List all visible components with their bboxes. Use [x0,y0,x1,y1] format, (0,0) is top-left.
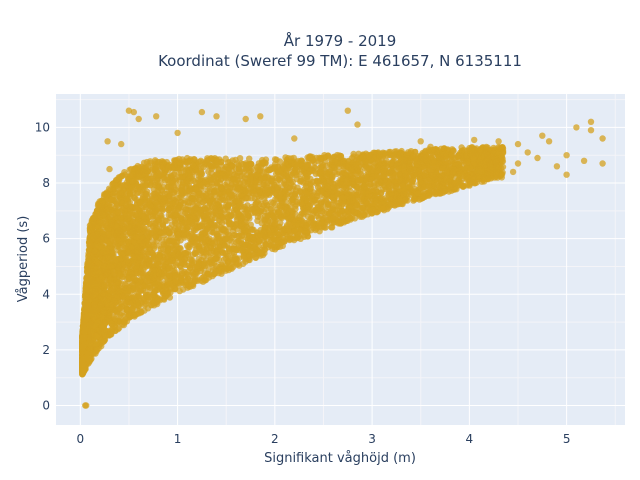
data-point [311,164,318,171]
data-point [402,177,410,184]
data-point [193,186,200,193]
data-point [291,192,298,200]
data-point [318,198,325,205]
data-point [138,190,145,197]
data-point [140,295,147,302]
data-point [276,158,284,165]
data-point [294,184,301,191]
data-point [322,224,329,231]
data-point [167,214,174,222]
data-point [282,154,289,161]
data-point [350,150,357,158]
data-point [228,212,235,219]
data-point [274,176,281,184]
data-point [229,157,236,164]
data-point [132,311,139,318]
data-point [375,182,383,189]
data-point [243,208,250,215]
data-point [247,221,254,228]
data-point [197,267,204,275]
data-point [200,199,207,206]
data-point [297,189,304,196]
data-point [143,188,151,195]
data-point [132,165,140,172]
data-point [263,205,270,213]
data-points [79,107,606,409]
data-point [222,250,230,258]
data-point [147,158,154,165]
data-point [215,165,222,173]
data-point [208,249,215,257]
data-point [258,200,265,208]
chart-title-line-2: Koordinat (Sweref 99 TM): E 461657, N 61… [158,52,522,70]
data-point [116,271,123,278]
data-point [138,234,146,241]
data-point [301,233,308,240]
data-point [262,156,270,163]
data-point [325,201,332,208]
data-point [238,232,245,240]
data-point [191,277,199,284]
data-point [141,283,148,290]
data-point [246,155,253,162]
data-point [295,170,303,177]
data-point [157,212,164,219]
data-point [164,173,172,181]
data-point [174,194,181,202]
data-point [176,287,183,295]
chart-title-line-1: År 1979 - 2019 [284,31,397,50]
data-point [328,224,336,231]
data-point [333,170,341,178]
data-point [242,258,249,265]
